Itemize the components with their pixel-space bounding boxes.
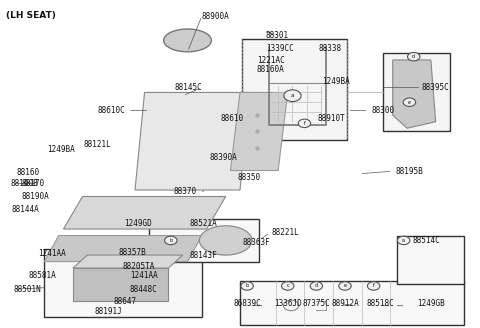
Text: f: f [373,283,374,288]
Text: 1249BA: 1249BA [322,76,350,86]
Text: 88448C: 88448C [129,285,157,294]
FancyBboxPatch shape [383,53,450,132]
FancyBboxPatch shape [44,249,202,317]
FancyBboxPatch shape [397,236,464,284]
Text: 88300: 88300 [371,106,395,115]
Text: a: a [291,93,294,98]
Text: 1249GB: 1249GB [417,299,445,308]
FancyBboxPatch shape [242,39,348,140]
Polygon shape [73,255,183,268]
Text: 88350: 88350 [238,173,261,181]
Ellipse shape [164,29,211,52]
Circle shape [298,119,311,128]
Circle shape [284,90,301,102]
Text: 88338: 88338 [319,44,342,53]
Polygon shape [200,226,252,255]
Polygon shape [135,92,250,190]
Text: 88160A: 88160A [257,65,285,74]
FancyBboxPatch shape [149,219,259,261]
Circle shape [408,52,420,61]
Text: 88144A: 88144A [12,205,39,214]
Text: 88395C: 88395C [421,83,449,92]
Text: 88195B: 88195B [395,167,423,176]
Text: 88900A: 88900A [202,11,229,21]
Text: 88501N: 88501N [13,285,41,294]
Text: 88170: 88170 [21,179,44,188]
Circle shape [367,282,380,290]
Text: 88357B: 88357B [118,248,146,257]
Text: a: a [402,238,405,243]
Circle shape [310,282,323,290]
Circle shape [165,236,177,245]
Text: 88121L: 88121L [84,140,111,149]
Text: 88647: 88647 [114,297,137,306]
Circle shape [241,282,253,290]
Text: 87375C: 87375C [302,299,330,308]
Text: 88301: 88301 [265,31,288,40]
Polygon shape [393,60,436,128]
Text: b: b [169,238,172,243]
Text: b: b [246,283,249,288]
Text: 88205TA: 88205TA [122,262,155,271]
FancyBboxPatch shape [240,281,464,325]
Text: 88191J: 88191J [95,307,122,317]
Polygon shape [44,236,202,261]
Text: 88518C: 88518C [367,299,395,308]
Text: 88521A: 88521A [190,219,217,228]
Text: 88221L: 88221L [271,228,299,237]
Text: 88143F: 88143F [190,251,217,260]
Text: 1241AA: 1241AA [130,271,158,280]
Text: c: c [287,283,289,288]
Text: d: d [315,283,318,288]
Text: e: e [408,100,411,105]
Text: 88100B: 88100B [11,179,39,188]
Text: f: f [303,121,305,126]
Text: 1336JD: 1336JD [274,299,301,308]
Text: 88514C: 88514C [413,236,441,245]
Text: 1221AC: 1221AC [257,56,285,65]
Text: 1339CC: 1339CC [266,44,294,53]
Polygon shape [73,268,168,300]
Polygon shape [230,92,288,171]
Text: 88190A: 88190A [22,192,49,201]
Circle shape [397,236,410,245]
Text: 88910T: 88910T [317,114,345,123]
Polygon shape [63,196,226,229]
Text: 88160: 88160 [16,168,39,177]
Text: 88145C: 88145C [174,83,202,92]
Text: 1249BA: 1249BA [48,145,75,154]
Text: 88363F: 88363F [242,238,270,247]
Text: (LH SEAT): (LH SEAT) [6,11,56,20]
Text: 1249GD: 1249GD [124,219,152,228]
Text: 88610: 88610 [221,114,244,123]
Text: d: d [412,54,415,59]
Text: e: e [344,283,347,288]
Text: 88390A: 88390A [210,153,238,162]
Text: 88610C: 88610C [98,106,125,115]
Text: 86839C: 86839C [233,299,261,308]
Text: 88912A: 88912A [331,299,359,308]
Text: 88581A: 88581A [28,271,56,280]
Text: 88370: 88370 [174,187,197,196]
Circle shape [339,282,351,290]
Circle shape [403,98,416,106]
Circle shape [281,282,294,290]
Text: 1241AA: 1241AA [38,249,66,258]
